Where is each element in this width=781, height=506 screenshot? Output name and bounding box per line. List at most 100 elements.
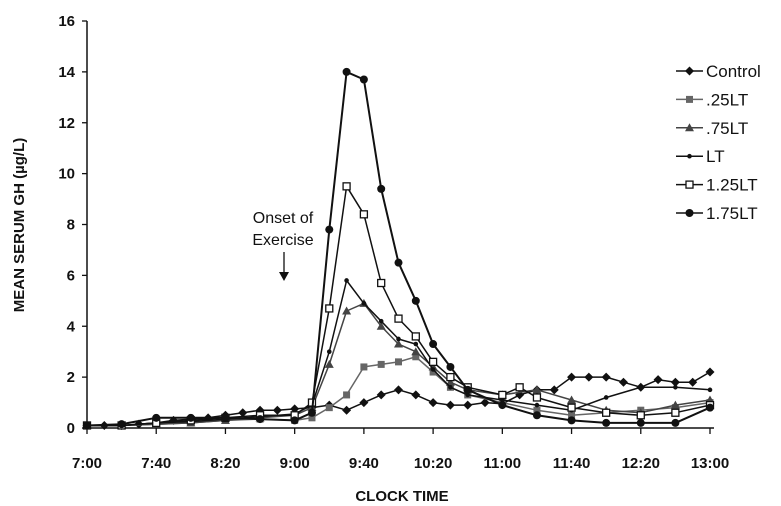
series-1 bbox=[82, 367, 715, 430]
legend-entry: LT bbox=[676, 147, 725, 166]
y-tick-label: 12 bbox=[58, 115, 75, 132]
legend-entry: 1.25LT bbox=[676, 176, 758, 195]
legend-entry: .75LT bbox=[676, 119, 748, 138]
series-6 bbox=[83, 67, 714, 430]
y-tick-label: 4 bbox=[67, 318, 76, 335]
data-point bbox=[326, 349, 332, 354]
y-tick-label: 6 bbox=[67, 267, 75, 284]
onset-arrow-head bbox=[279, 272, 289, 281]
x-tick-label: 12:20 bbox=[622, 455, 660, 472]
data-point bbox=[290, 416, 299, 425]
data-point bbox=[411, 347, 421, 356]
data-point bbox=[568, 411, 576, 419]
data-point bbox=[394, 314, 403, 323]
data-point bbox=[307, 408, 316, 417]
data-point bbox=[413, 341, 419, 347]
data-point bbox=[342, 67, 351, 76]
x-tick-label: 7:40 bbox=[141, 455, 171, 472]
data-point bbox=[670, 377, 680, 387]
data-point bbox=[567, 403, 576, 412]
y-tick-label: 10 bbox=[58, 166, 75, 183]
data-point bbox=[342, 306, 352, 315]
data-point bbox=[446, 362, 455, 371]
data-point bbox=[378, 318, 384, 324]
legend-marker bbox=[685, 66, 694, 76]
series-4 bbox=[84, 278, 713, 428]
series-layer bbox=[82, 67, 715, 430]
data-point bbox=[448, 385, 453, 390]
data-point bbox=[498, 401, 507, 410]
data-point bbox=[394, 385, 403, 395]
data-point bbox=[359, 75, 368, 84]
data-point bbox=[534, 402, 540, 408]
data-point bbox=[446, 372, 455, 382]
legend-label: .75LT bbox=[706, 119, 748, 138]
data-point bbox=[117, 420, 126, 429]
x-tick-label: 8:20 bbox=[210, 455, 240, 472]
data-point bbox=[584, 372, 594, 382]
data-point bbox=[394, 339, 403, 348]
data-point bbox=[186, 413, 195, 422]
data-point bbox=[515, 383, 524, 392]
data-point bbox=[256, 415, 265, 424]
data-point bbox=[152, 413, 161, 422]
data-point bbox=[360, 363, 368, 371]
legend-label: Control bbox=[706, 62, 761, 81]
data-point bbox=[532, 385, 542, 394]
x-tick-label: 13:00 bbox=[691, 455, 729, 472]
data-point bbox=[272, 405, 282, 415]
data-point bbox=[602, 408, 611, 417]
y-tick-label: 0 bbox=[67, 420, 75, 437]
data-point bbox=[549, 385, 559, 395]
data-point bbox=[376, 390, 386, 400]
data-point bbox=[532, 411, 541, 420]
data-point bbox=[445, 377, 455, 386]
data-point bbox=[705, 367, 715, 377]
legend-label: 1.75LT bbox=[706, 204, 758, 223]
axes: 0 2 4 6 8 10 12 14 16 7:00 7:40 8:20 9:00 9:40 10:20 11… bbox=[58, 13, 729, 472]
data-point bbox=[308, 414, 316, 422]
data-point bbox=[359, 210, 369, 219]
data-point bbox=[428, 398, 438, 408]
legend-label: .25LT bbox=[706, 90, 748, 109]
series-line bbox=[87, 279, 711, 427]
data-point bbox=[377, 184, 386, 193]
data-point bbox=[480, 398, 490, 408]
legend-entry: 1.75LT bbox=[676, 204, 758, 223]
data-point bbox=[618, 377, 628, 387]
data-point bbox=[428, 362, 438, 371]
data-point bbox=[83, 421, 91, 430]
data-point bbox=[671, 408, 680, 417]
y-tick-label: 16 bbox=[58, 13, 75, 30]
series-line bbox=[86, 70, 711, 427]
data-point bbox=[498, 390, 507, 400]
data-point bbox=[465, 392, 471, 398]
legend-label: LT bbox=[706, 147, 725, 166]
data-point bbox=[394, 258, 403, 267]
data-point bbox=[376, 321, 386, 330]
onset-annotation: Onset of Exercise bbox=[252, 210, 314, 281]
data-point bbox=[395, 358, 402, 366]
data-point bbox=[673, 385, 678, 390]
data-point bbox=[429, 368, 437, 376]
data-point bbox=[221, 413, 230, 422]
onset-annotation-line-1: Onset of bbox=[253, 210, 314, 227]
data-point bbox=[688, 377, 698, 387]
data-point bbox=[706, 403, 714, 412]
legend-marker bbox=[685, 123, 694, 132]
legend-marker bbox=[687, 153, 692, 159]
y-tick-label: 2 bbox=[67, 369, 75, 386]
data-point bbox=[429, 340, 438, 349]
data-point bbox=[463, 385, 472, 394]
legend-marker bbox=[685, 180, 694, 189]
data-point bbox=[707, 387, 713, 393]
data-point bbox=[344, 278, 349, 283]
data-point bbox=[342, 405, 352, 415]
data-point bbox=[567, 416, 576, 425]
data-point bbox=[361, 301, 367, 306]
data-point bbox=[359, 398, 369, 408]
y-axis-title: MEAN SERUM GH (µg/L) bbox=[11, 138, 28, 312]
data-point bbox=[411, 332, 420, 341]
legend-entry: .25LT bbox=[676, 90, 748, 109]
